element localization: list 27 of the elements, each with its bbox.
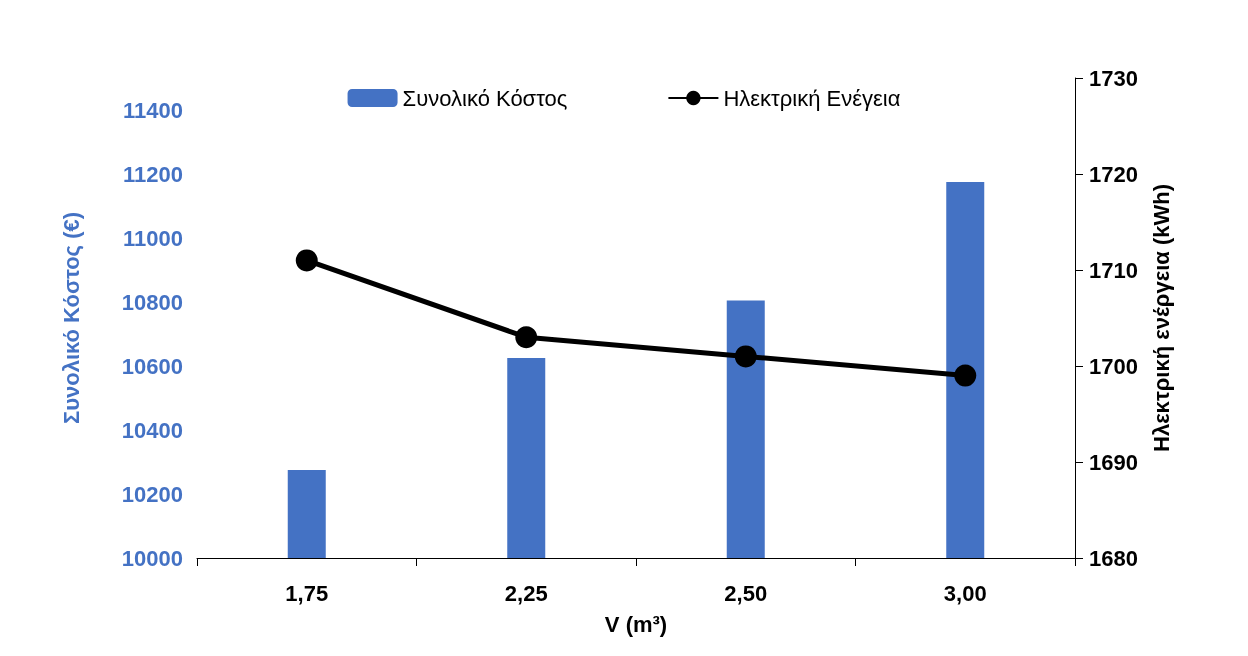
- x-axis-title: V (m³): [604, 611, 668, 637]
- y-tick-label: 10400: [121, 417, 183, 443]
- point: [515, 326, 538, 349]
- y2-tick-label: 1700: [1089, 353, 1138, 379]
- y-tick-label: 11000: [123, 225, 183, 251]
- x-tick-label: 2,25: [504, 580, 548, 606]
- y-tick-label: 10200: [121, 481, 183, 507]
- y2-tick-label: 1710: [1089, 257, 1138, 283]
- y-tick-label: 11200: [123, 161, 183, 187]
- y-tick-label: 10600: [121, 353, 183, 379]
- x-tick-label: 1,75: [285, 580, 329, 606]
- y2-tick-label: 1680: [1089, 545, 1138, 571]
- y2-axis-title: Ηλεκτρική ενέργεια (kWh): [1148, 184, 1174, 452]
- legend-label: Συνολικό Κόστος: [402, 85, 568, 111]
- x-tick-label: 3,00: [943, 580, 987, 606]
- y-tick-label: 10800: [121, 289, 183, 315]
- y-tick-label: 11400: [123, 97, 183, 123]
- x-tick-label: 2,50: [724, 580, 768, 606]
- y2-tick-label: 1730: [1089, 65, 1138, 91]
- point: [954, 364, 977, 387]
- y-tick-label: 10000: [121, 545, 183, 571]
- point: [734, 345, 757, 368]
- legend-label: Ηλεκτρική Ενέγεια: [723, 85, 901, 111]
- point: [295, 249, 318, 272]
- y-axis-title: Συνολικό Κόστος (€): [58, 211, 84, 425]
- y2-tick-label: 1720: [1089, 161, 1138, 187]
- y2-tick-label: 1690: [1089, 449, 1138, 475]
